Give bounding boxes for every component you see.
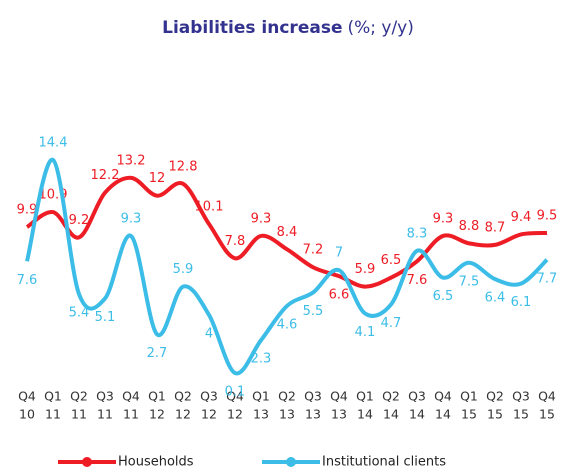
x-tick-label: 15 [461,407,477,422]
data-label: 6.1 [511,295,532,310]
data-label: 7.5 [459,274,480,289]
x-tick-label: 12 [227,407,243,422]
data-label: 2.3 [251,352,272,367]
chart-subtitle: (%; y/y) [347,18,413,38]
legend-label: Households [118,455,194,470]
x-tick-label: 11 [45,407,61,422]
chart-title-group: Liabilities increase (%; y/y) [162,18,414,38]
data-label: 6.5 [433,289,454,304]
x-tick-label: Q4 [122,389,140,404]
data-label: 5.5 [303,304,324,319]
data-label: 6.4 [485,291,506,306]
data-label: 10.1 [195,200,224,215]
data-label: 5.9 [173,262,194,277]
data-label: 7.6 [407,273,428,288]
x-tick-label: Q1 [356,389,374,404]
x-tick-label: Q4 [538,389,556,404]
data-label: 12 [149,171,166,186]
x-tick-label: 12 [149,407,165,422]
data-label: 8.4 [277,225,298,240]
data-label: 6.5 [381,253,402,268]
x-tick-label: Q2 [382,389,400,404]
x-tick-label: Q2 [278,389,296,404]
x-tick-label: Q2 [174,389,192,404]
data-label: 7 [335,246,343,261]
x-tick-label: Q2 [70,389,88,404]
data-label: 0.1 [225,385,246,400]
x-tick-label: 13 [331,407,347,422]
x-tick-label: Q3 [408,389,426,404]
data-label: 7.8 [225,234,246,249]
x-tick-label: 15 [487,407,503,422]
x-tick-label: 14 [383,407,399,422]
x-tick-label: 14 [409,407,425,422]
data-label: 4.7 [381,316,402,331]
x-tick-label: Q4 [18,389,36,404]
data-label: 12.8 [169,159,198,174]
x-tick-label: Q3 [200,389,218,404]
x-tick-label: 13 [279,407,295,422]
data-label: 13.2 [117,153,146,168]
x-tick-label: Q3 [304,389,322,404]
data-label: 9.9 [17,202,38,217]
data-label: 2.7 [147,346,168,361]
x-tick-label: Q1 [252,389,270,404]
data-label: 5.1 [95,310,116,325]
x-tick-label: Q1 [148,389,166,404]
x-tick-label: 12 [201,407,217,422]
data-label: 7.6 [17,273,38,288]
data-label: 14.4 [39,135,68,150]
data-label: 5.4 [69,306,90,321]
data-label: 9.3 [433,211,454,226]
x-tick-label: 15 [539,407,555,422]
data-label: 9.5 [537,208,558,223]
x-tick-label: 10 [19,407,35,422]
data-label: 8.7 [485,220,506,235]
data-label: 8.8 [459,219,480,234]
chart-title: Liabilities increase [162,18,342,38]
x-tick-label: 11 [123,407,139,422]
data-label: 7.2 [303,243,324,258]
x-tick-label: 14 [357,407,373,422]
x-tick-label: 14 [435,407,451,422]
x-tick-label: Q3 [512,389,530,404]
data-label: 9.3 [251,211,272,226]
x-tick-label: 11 [71,407,87,422]
legend-marker [286,457,296,467]
data-label: 7.7 [537,271,558,286]
x-tick-label: Q4 [226,389,244,404]
data-label: 9.2 [69,213,90,228]
data-label: 9.3 [121,211,142,226]
x-tick-label: 11 [97,407,113,422]
x-tick-label: 13 [305,407,321,422]
x-tick-label: Q4 [434,389,452,404]
x-tick-label: Q2 [486,389,504,404]
data-label: 5.9 [355,262,376,277]
data-label: 12.2 [91,168,120,183]
data-label: 9.4 [511,210,532,225]
data-label: 8.3 [407,226,428,241]
series-line [25,175,548,289]
x-tick-label: Q1 [44,389,62,404]
data-label: 4.1 [355,325,376,340]
x-tick-label: 15 [513,407,529,422]
data-label: 4 [205,326,213,341]
data-label: 4.6 [277,317,298,332]
x-tick-label: 13 [253,407,269,422]
x-tick-label: Q3 [96,389,114,404]
x-tick-label: Q4 [330,389,348,404]
data-label: 6.6 [329,288,350,303]
x-tick-label: Q1 [460,389,478,404]
x-tick-label: 12 [175,407,191,422]
legend-label: Institutional clients [322,455,446,470]
series-line [25,157,549,376]
legend-marker [82,457,92,467]
